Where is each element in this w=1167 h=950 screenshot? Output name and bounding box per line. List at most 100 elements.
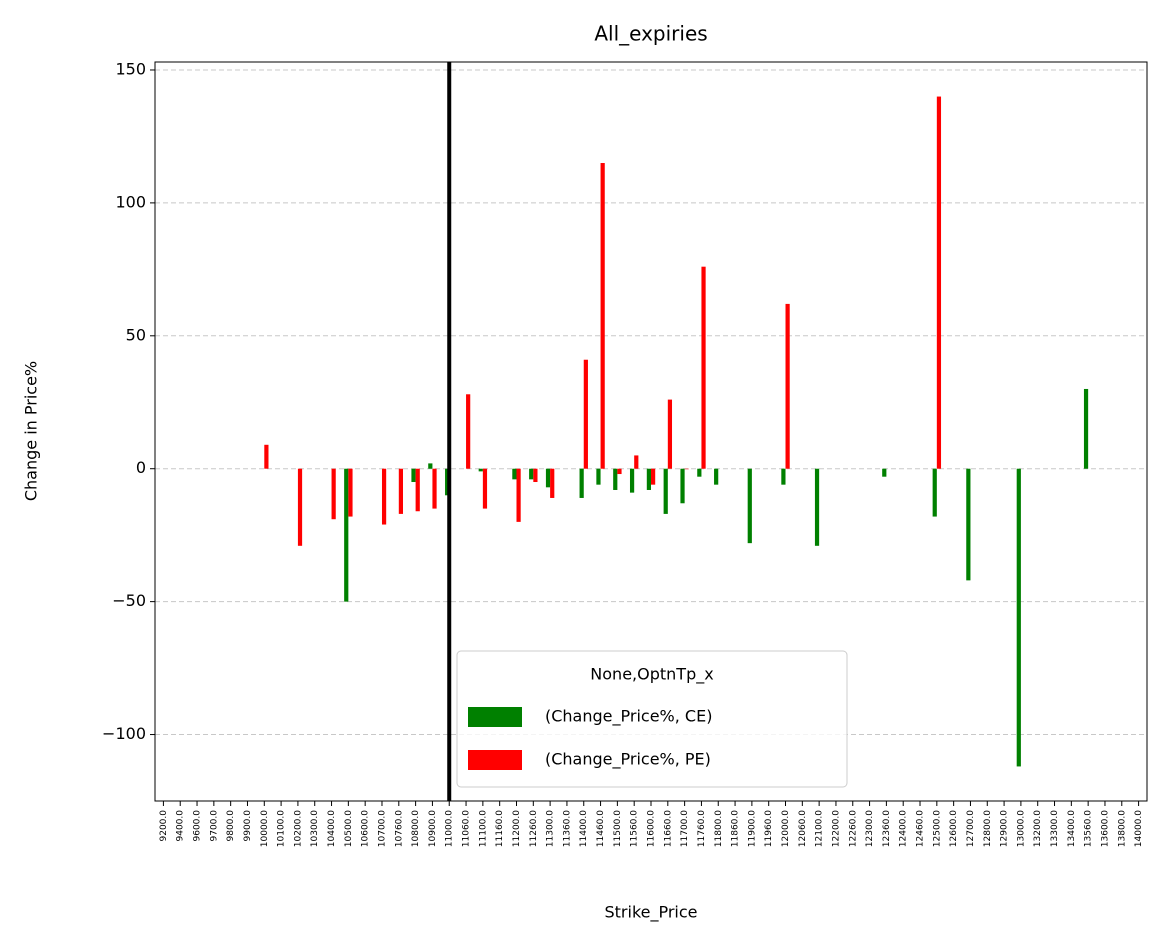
bar: [545, 468, 551, 488]
bar: [596, 468, 601, 485]
x-tick-label: 13200.0: [1033, 810, 1043, 847]
bar: [1016, 468, 1021, 767]
bar: [381, 468, 387, 525]
x-tick-label: 13560.0: [1084, 810, 1094, 847]
x-tick-label: 10900.0: [428, 810, 438, 847]
x-tick-label: 11960.0: [764, 810, 774, 847]
bar: [714, 468, 719, 485]
x-axis-label: Strike_Price: [604, 903, 697, 923]
plot-frame: [154, 61, 1148, 802]
bar: [516, 468, 521, 522]
bar: [966, 468, 971, 581]
x-tick-label: 13300.0: [1050, 810, 1060, 847]
x-tick-label: 11560.0: [630, 810, 640, 847]
x-tick-label: 11660.0: [663, 810, 673, 847]
y-axis-label: Change in Price%: [22, 361, 41, 501]
x-tick-label: 12800.0: [983, 810, 993, 847]
x-tick-label: 12900.0: [1000, 810, 1010, 847]
bar: [579, 468, 584, 498]
legend-title: None,OptnTp_x: [590, 665, 713, 685]
x-tick-label: 11600.0: [647, 810, 657, 847]
x-tick-label: 11060.0: [462, 810, 472, 847]
bar: [482, 468, 488, 509]
bar: [529, 468, 534, 480]
x-tick-label: 10000.0: [260, 810, 270, 847]
x-tick-label: 10700.0: [377, 810, 387, 847]
bar: [432, 468, 437, 509]
bar: [445, 468, 450, 496]
x-tick-label: 12400.0: [899, 810, 909, 847]
x-tick-label: 10200.0: [293, 810, 303, 847]
bar: [747, 468, 752, 544]
x-tick-label: 11760.0: [697, 810, 707, 847]
bar: [667, 399, 673, 469]
bar: [701, 266, 706, 469]
x-tick-label: 9900.0: [243, 810, 253, 842]
bar: [344, 468, 349, 602]
x-tick-label: 12000.0: [781, 810, 791, 847]
bar: [533, 468, 538, 483]
x-tick-label: 13800.0: [1117, 810, 1127, 847]
bar: [466, 394, 471, 469]
x-tick-label: 10600.0: [361, 810, 371, 847]
bar: [781, 468, 786, 485]
y-tick-label: 50: [126, 325, 146, 344]
x-tick-label: 11900.0: [747, 810, 757, 847]
x-tick-label: 9600.0: [193, 810, 203, 842]
x-tick-label: 11260.0: [529, 810, 539, 847]
y-tick-label: −50: [112, 591, 146, 610]
bar: [583, 359, 588, 469]
x-tick-label: 11700.0: [680, 810, 690, 847]
y-tick-label: 0: [136, 458, 146, 477]
bar: [297, 468, 303, 546]
x-tick-label: 12200.0: [831, 810, 841, 847]
bar: [331, 468, 336, 520]
x-tick-label: 9700.0: [209, 810, 219, 842]
bar: [684, 468, 689, 470]
bar: [428, 463, 433, 469]
bar: [651, 468, 656, 485]
bar: [264, 444, 269, 469]
x-tick-label: 12260.0: [848, 810, 858, 847]
x-tick-label: 10500.0: [344, 810, 354, 847]
x-tick-label: 11800.0: [714, 810, 724, 847]
y-tick-label: 150: [115, 59, 146, 78]
x-tick-label: 11000.0: [445, 810, 455, 847]
bar: [663, 468, 668, 514]
bar: [882, 468, 887, 477]
bar: [478, 468, 483, 472]
bar: [1083, 388, 1089, 469]
x-tick-label: 11500.0: [613, 810, 623, 847]
legend-swatch: [468, 707, 522, 727]
x-tick-label: 10400.0: [327, 810, 337, 847]
bar: [814, 468, 820, 546]
x-tick-label: 11200.0: [512, 810, 522, 847]
legend-swatch: [468, 750, 522, 770]
x-tick-label: 11100.0: [478, 810, 488, 847]
x-tick-label: 11400.0: [579, 810, 589, 847]
legend-box: [456, 650, 848, 788]
x-tick-label: 13400.0: [1067, 810, 1077, 847]
bar: [936, 96, 942, 469]
y-tick-label: −100: [102, 724, 146, 743]
x-tick-label: 13000.0: [1016, 810, 1026, 847]
bar: [411, 468, 416, 483]
bar: [680, 468, 685, 504]
bar: [785, 303, 790, 469]
bar: [634, 455, 639, 469]
x-tick-label: 12600.0: [949, 810, 959, 847]
chart-title: All_expiries: [594, 22, 707, 46]
y-tick-label: 100: [115, 192, 146, 211]
x-tick-label: 12360.0: [882, 810, 892, 847]
x-tick-label: 10800.0: [411, 810, 421, 847]
x-tick-label: 11360.0: [562, 810, 572, 847]
x-tick-label: 12060.0: [798, 810, 808, 847]
x-tick-label: 12100.0: [815, 810, 825, 847]
x-tick-label: 11460.0: [596, 810, 606, 847]
x-tick-label: 9200.0: [159, 810, 169, 842]
x-tick-label: 10100.0: [277, 810, 287, 847]
bar: [617, 468, 622, 475]
x-tick-label: 11860.0: [731, 810, 741, 847]
